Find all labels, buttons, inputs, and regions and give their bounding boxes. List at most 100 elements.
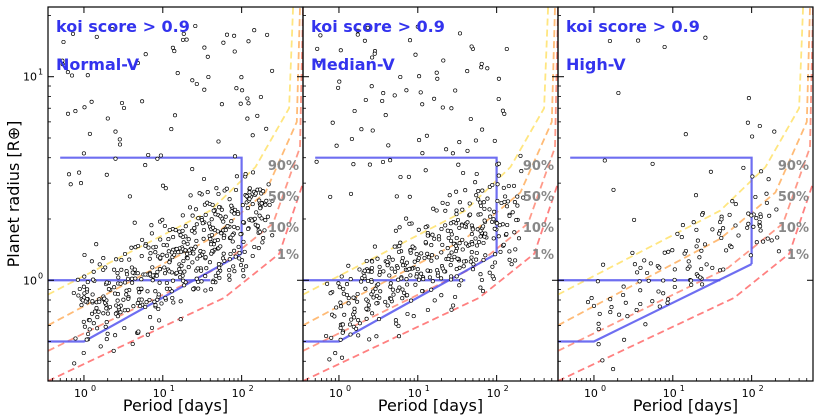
data-point bbox=[148, 315, 153, 320]
data-point bbox=[758, 224, 763, 229]
data-point bbox=[362, 273, 367, 279]
data-point bbox=[699, 266, 704, 272]
data-point bbox=[193, 244, 198, 249]
data-point bbox=[92, 309, 98, 314]
data-point bbox=[465, 69, 470, 74]
data-point bbox=[91, 269, 96, 274]
data-point bbox=[518, 153, 523, 158]
data-point bbox=[175, 71, 180, 76]
data-point bbox=[149, 325, 155, 330]
data-point bbox=[364, 297, 369, 302]
data-point bbox=[480, 289, 486, 294]
data-point bbox=[147, 297, 152, 303]
data-point bbox=[244, 194, 249, 199]
data-point bbox=[151, 245, 156, 250]
data-point bbox=[636, 38, 641, 43]
data-point bbox=[193, 207, 199, 212]
data-point bbox=[202, 87, 207, 92]
data-point bbox=[457, 140, 462, 145]
data-point bbox=[432, 96, 437, 101]
x-tick-label: 10 bbox=[742, 387, 756, 400]
data-point bbox=[82, 105, 87, 110]
data-point bbox=[388, 284, 393, 289]
data-point bbox=[221, 251, 226, 256]
data-point bbox=[383, 113, 388, 118]
data-point bbox=[758, 228, 763, 233]
data-point bbox=[423, 240, 428, 245]
data-point bbox=[646, 278, 651, 283]
data-point bbox=[96, 309, 101, 314]
data-point bbox=[147, 256, 152, 261]
data-point bbox=[181, 240, 186, 245]
data-point bbox=[153, 289, 158, 294]
data-point bbox=[72, 361, 77, 366]
data-point bbox=[380, 159, 386, 165]
data-point bbox=[318, 33, 323, 38]
data-point bbox=[370, 55, 375, 60]
data-point bbox=[364, 316, 369, 321]
data-point bbox=[76, 293, 81, 298]
data-point bbox=[115, 314, 120, 319]
data-point bbox=[504, 232, 509, 237]
data-point bbox=[262, 228, 267, 233]
data-point bbox=[482, 218, 487, 223]
y-tick-label: 10 bbox=[23, 71, 37, 84]
data-point bbox=[454, 212, 459, 217]
data-point bbox=[473, 236, 478, 241]
data-point bbox=[170, 45, 175, 50]
data-point bbox=[357, 321, 362, 326]
data-point bbox=[330, 120, 335, 125]
data-point bbox=[252, 244, 257, 250]
data-point bbox=[201, 176, 207, 182]
data-point bbox=[346, 296, 351, 301]
data-point bbox=[365, 278, 371, 284]
data-point bbox=[207, 221, 212, 226]
data-point bbox=[407, 38, 413, 43]
data-point bbox=[213, 273, 218, 278]
contour-1pct bbox=[558, 182, 813, 381]
data-point bbox=[208, 242, 214, 247]
data-point bbox=[172, 113, 178, 118]
data-point bbox=[85, 280, 90, 285]
data-point bbox=[241, 239, 246, 244]
panel-title: koi score > 0.9 bbox=[311, 17, 445, 36]
data-point bbox=[129, 276, 135, 281]
contour-label: 90% bbox=[523, 159, 554, 174]
data-point bbox=[729, 245, 734, 250]
data-point bbox=[232, 224, 237, 229]
data-point bbox=[239, 75, 244, 80]
data-point bbox=[700, 212, 705, 217]
data-point bbox=[675, 231, 680, 236]
data-point bbox=[213, 212, 218, 217]
data-point bbox=[374, 301, 379, 306]
data-point bbox=[416, 227, 421, 232]
data-point bbox=[89, 259, 94, 264]
data-point bbox=[242, 249, 247, 254]
data-point bbox=[443, 208, 448, 213]
data-point bbox=[440, 242, 445, 247]
data-point bbox=[689, 282, 694, 287]
data-point bbox=[139, 297, 144, 302]
data-point bbox=[176, 250, 181, 255]
data-point bbox=[185, 241, 190, 246]
data-point bbox=[259, 216, 264, 221]
data-point bbox=[160, 252, 165, 257]
contour-90pct bbox=[48, 7, 294, 296]
data-point bbox=[650, 161, 655, 166]
data-point bbox=[514, 218, 519, 223]
data-point bbox=[155, 269, 160, 274]
data-point bbox=[389, 266, 394, 271]
data-point bbox=[91, 321, 96, 326]
data-point bbox=[435, 76, 440, 81]
data-point bbox=[255, 223, 260, 228]
data-point bbox=[203, 212, 208, 217]
data-point bbox=[454, 208, 459, 213]
data-point bbox=[252, 28, 257, 33]
data-point bbox=[396, 334, 402, 339]
data-point bbox=[132, 267, 137, 272]
data-point bbox=[507, 257, 512, 262]
data-point bbox=[181, 31, 186, 36]
data-point bbox=[182, 283, 187, 288]
panel-title: koi score > 0.9 bbox=[56, 17, 190, 36]
data-point bbox=[210, 280, 215, 285]
